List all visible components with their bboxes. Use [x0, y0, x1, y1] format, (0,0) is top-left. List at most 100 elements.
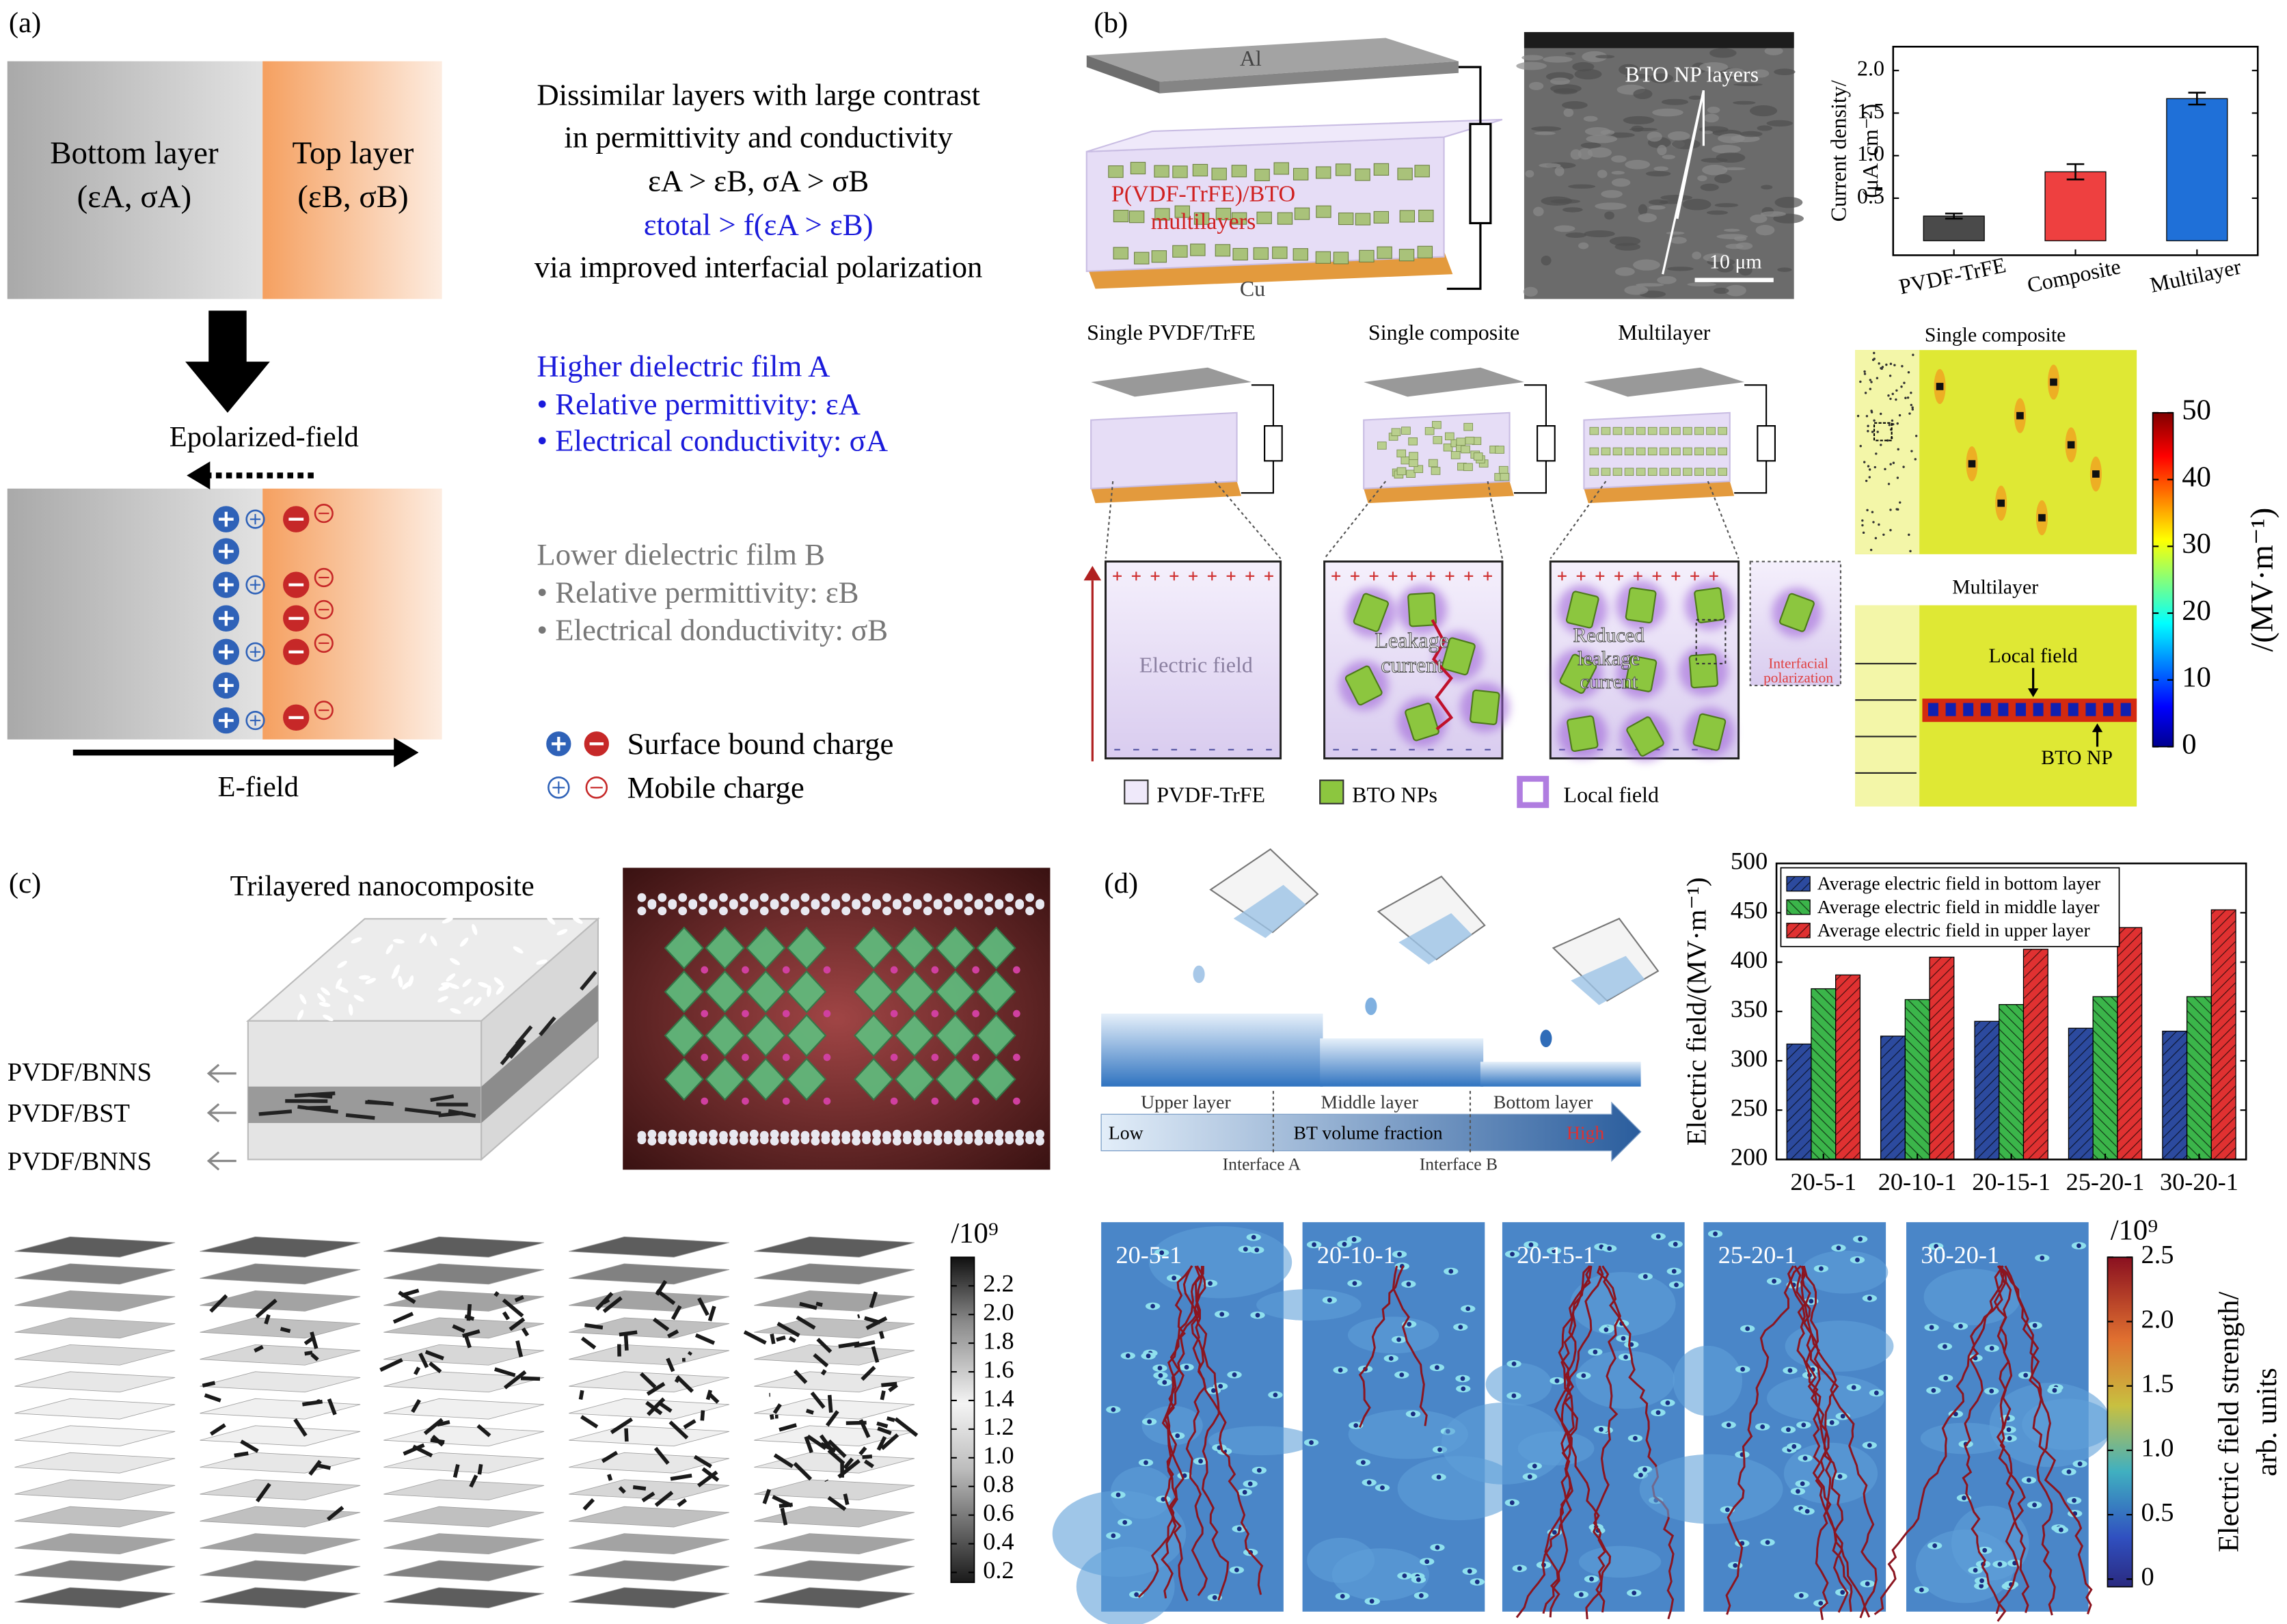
sim-region: [1347, 1316, 1439, 1354]
rod: [894, 1417, 919, 1437]
filler: [365, 977, 377, 984]
slice: [754, 1317, 915, 1339]
rod: [448, 1109, 476, 1118]
atom: [831, 900, 841, 910]
sim-particle: [1396, 1337, 1401, 1342]
rod: [240, 1439, 259, 1453]
nanoparticle: [1193, 212, 1210, 225]
sim-dot: [1906, 396, 1910, 399]
charge: [314, 567, 334, 588]
sim-particle: [1997, 499, 2005, 507]
crystal-image: [623, 867, 1051, 1170]
y-axis-label: Electric field strength/: [2213, 1292, 2245, 1553]
nanoparticle: [1414, 165, 1430, 178]
octahedron: [746, 1057, 786, 1101]
sim-particle: [1247, 1481, 1253, 1487]
sem-texture: [1625, 159, 1651, 170]
legend-swatch: [1517, 776, 1550, 809]
electrode-al: [1091, 367, 1251, 397]
nanoparticle: [1154, 165, 1169, 178]
sem-texture: [1697, 175, 1707, 182]
sim-particle: [1818, 1266, 1824, 1271]
sim-particle: [1218, 1383, 1223, 1389]
sim-particle: [1804, 1508, 1810, 1514]
atom: [890, 1097, 898, 1105]
atom: [931, 1097, 939, 1105]
sim-particle: [2085, 703, 2096, 716]
nanoparticle: [1565, 591, 1599, 629]
nanoparticle: [1333, 252, 1349, 265]
sem-texture: [1764, 46, 1783, 55]
sim-particle: [2059, 1527, 2063, 1532]
y-tick-label: 20: [2182, 595, 2211, 627]
slice: [14, 1236, 176, 1258]
nanoparticle: [1636, 468, 1646, 476]
sim-particle: [2068, 703, 2079, 716]
rod: [423, 1418, 444, 1435]
sem-texture: [1648, 205, 1666, 210]
breakdown-path: [2004, 1265, 2093, 1614]
sim-particle: [1184, 1364, 1189, 1370]
sem-texture: [1562, 207, 1583, 213]
nanoparticle: [1671, 447, 1681, 456]
atom: [701, 1053, 709, 1061]
sim-particle: [1115, 1492, 1121, 1498]
label: Dissimilar layers with large contrast: [537, 78, 980, 112]
octahedron: [746, 926, 786, 970]
sim-particle: [2038, 514, 2046, 522]
atom: [862, 1135, 871, 1145]
sim-particle: [1929, 1325, 1934, 1330]
slice: [200, 1317, 361, 1339]
atom: [709, 1137, 718, 1146]
slice: [14, 1506, 176, 1528]
sim-particle: [1840, 1590, 1845, 1595]
nanoparticle: [1316, 205, 1331, 218]
atom: [739, 906, 748, 916]
sem-texture: [1525, 170, 1534, 178]
sim-dot: [1892, 461, 1895, 464]
nanoparticle: [1396, 467, 1407, 476]
sim-dot: [1879, 412, 1882, 416]
layer-step: [1480, 1061, 1641, 1087]
sim-dot: [1893, 364, 1896, 366]
y-tick-label: 1.0: [1857, 141, 1884, 165]
nanoparticle: [1636, 427, 1646, 435]
slice: [754, 1479, 915, 1501]
sim-dot: [1900, 385, 1903, 388]
sem-texture: [1611, 171, 1625, 175]
sem-texture: [1563, 108, 1574, 118]
leakage-path: [1431, 619, 1454, 731]
sem-texture: [1597, 170, 1608, 178]
sim-dot: [1871, 511, 1874, 513]
sim-dot: [1889, 375, 1892, 377]
nanoparticle: [1612, 427, 1623, 435]
rod: [813, 1353, 829, 1368]
sim-particle: [2077, 1461, 2083, 1467]
rod: [878, 1331, 885, 1340]
sim-particle: [1111, 1533, 1116, 1539]
filler: [321, 987, 331, 996]
nanoparticle: [1589, 468, 1599, 476]
label: Mobile charge: [627, 770, 804, 804]
sim-dot: [1863, 461, 1866, 463]
rod: [869, 1291, 878, 1308]
filler: [438, 985, 450, 991]
sem-texture: [1760, 211, 1787, 217]
sim-particle: [1665, 1400, 1670, 1405]
nanoparticle: [1612, 447, 1623, 456]
sim-particle: [1713, 1231, 1718, 1236]
nanoparticle: [1231, 165, 1247, 178]
atom: [742, 1010, 749, 1018]
sem-texture: [1682, 198, 1711, 211]
sim-dot: [1898, 414, 1902, 417]
breakdown-path: [1597, 1265, 1675, 1620]
label: • Electrical donductivity: σB: [537, 613, 888, 647]
y-tick-label: 350: [1731, 995, 1768, 1023]
sim-particle: [1158, 1372, 1163, 1378]
y-tick-label: 500: [1731, 848, 1768, 875]
slice: [200, 1560, 361, 1582]
slice: [754, 1344, 915, 1366]
sem-texture: [1722, 167, 1746, 171]
sim-particle: [1212, 1595, 1217, 1600]
label: PVDF/BST: [8, 1099, 130, 1128]
